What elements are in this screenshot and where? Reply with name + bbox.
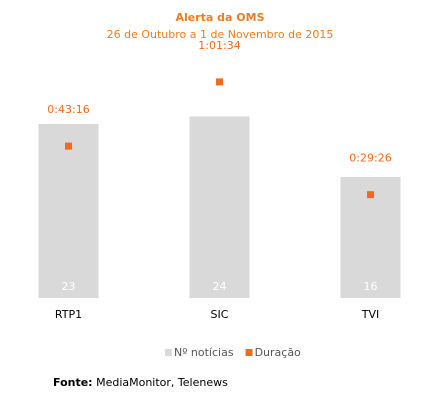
legend-swatch bbox=[245, 349, 253, 356]
duration-label: 0:29:26 bbox=[349, 152, 391, 165]
x-tick-label: TVI bbox=[361, 308, 380, 321]
duration-marker bbox=[367, 191, 374, 199]
x-tick-label: SIC bbox=[211, 308, 229, 321]
legend-label: Duração bbox=[255, 346, 301, 359]
x-tick-label: RTP1 bbox=[55, 308, 82, 321]
bar-value-label: 16 bbox=[364, 280, 378, 293]
duration-marker bbox=[65, 142, 72, 150]
bar bbox=[189, 116, 250, 299]
duration-label: 0:43:16 bbox=[47, 103, 89, 116]
source-text: MediaMonitor, Telenews bbox=[96, 376, 228, 389]
legend-label: Nº notícias bbox=[174, 346, 234, 359]
duration-label: 1:01:34 bbox=[198, 39, 240, 52]
legend-swatch bbox=[165, 349, 172, 356]
chart-subtitle: 26 de Outubro a 1 de Novembro de 2015 bbox=[107, 28, 334, 41]
bar bbox=[38, 123, 99, 298]
bar-value-label: 23 bbox=[62, 280, 76, 293]
source-label: Fonte: bbox=[53, 376, 93, 389]
chart-title: Alerta da OMS bbox=[175, 11, 264, 24]
bar-value-label: 24 bbox=[213, 280, 227, 293]
source: Fonte: MediaMonitor, Telenews bbox=[53, 376, 228, 389]
duration-marker bbox=[216, 78, 223, 86]
